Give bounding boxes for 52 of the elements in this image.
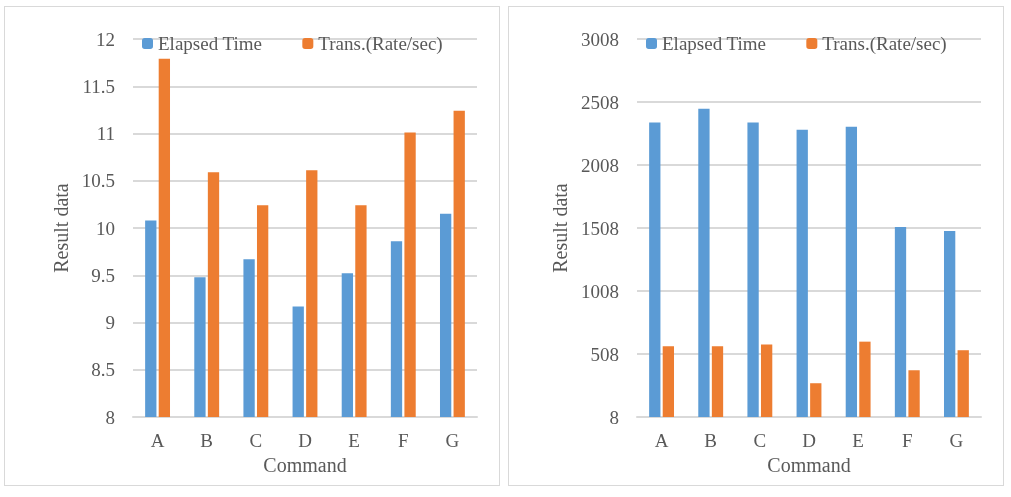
text: 10.5 — [81, 170, 115, 192]
x-axis-title: Command — [263, 453, 347, 476]
x-tick-label: D — [298, 430, 312, 451]
x-tick-label: E — [348, 430, 360, 451]
bar — [649, 122, 661, 417]
y-axis-title: Result data — [549, 183, 572, 273]
y-tick-label: 11 — [96, 123, 115, 144]
x-tick-label: B — [200, 430, 214, 451]
bar — [662, 346, 674, 417]
text: 11.5 — [82, 75, 115, 97]
bar — [747, 122, 759, 417]
bar — [760, 344, 773, 417]
x-axis-title: Command — [767, 453, 851, 476]
x-tick-label: F — [902, 430, 913, 451]
x-tick-label: A — [654, 430, 669, 451]
bar — [845, 126, 858, 417]
x-tick-label: A — [150, 430, 165, 451]
x-tick-label: C — [249, 430, 263, 451]
y-tick-label: 2008 — [581, 154, 619, 176]
y-axis-title: Result data — [49, 183, 72, 273]
y-tick-label: 3008 — [581, 28, 619, 50]
bar — [908, 370, 920, 417]
legend-label: Trans.(Rate/sec) — [822, 33, 947, 55]
y-tick-label: 12 — [96, 28, 115, 50]
y-tick-label: 508 — [590, 343, 619, 365]
bar — [944, 230, 956, 417]
bar — [796, 129, 808, 417]
text: 9.5 — [91, 264, 115, 286]
bar — [859, 341, 871, 417]
text: 8.5 — [91, 359, 115, 381]
x-tick-label: E — [852, 430, 864, 451]
x-tick-label: B — [704, 430, 718, 451]
y-tick-label: 10 — [96, 217, 115, 239]
y-tick-label: 8 — [609, 406, 619, 428]
x-tick-label: G — [949, 430, 964, 451]
y-tick-label: 9 — [105, 312, 115, 333]
y-tick-label: 1508 — [581, 217, 619, 239]
legend-label: Trans.(Rate/sec) — [318, 33, 443, 55]
bar — [957, 350, 969, 417]
x-tick-label: D — [802, 430, 816, 451]
x-tick-label: F — [398, 430, 409, 451]
legend-label: Elapsed Time — [158, 33, 262, 54]
y-tick-label: 1008 — [581, 280, 619, 302]
legend-label: Elapsed Time — [662, 33, 766, 54]
x-tick-label: C — [753, 430, 767, 451]
x-tick-label: G — [445, 430, 460, 451]
y-tick-label: 8 — [105, 406, 115, 428]
y-tick-label: 2508 — [581, 91, 619, 113]
bar — [894, 227, 907, 417]
bar — [711, 346, 724, 417]
bar — [698, 108, 710, 417]
bar — [810, 383, 822, 417]
